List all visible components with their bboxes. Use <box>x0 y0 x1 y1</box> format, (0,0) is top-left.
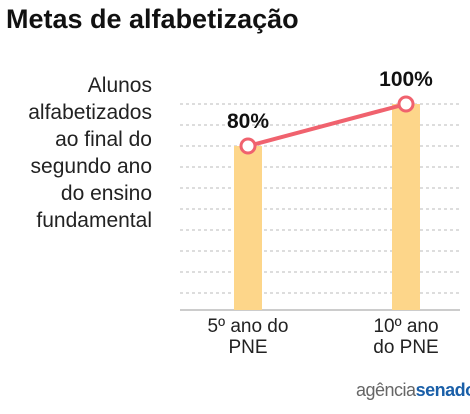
y-axis-label-line: fundamental <box>36 209 152 232</box>
x-tick-label: 5º ano do PNE <box>207 316 289 358</box>
y-axis-label-line: alfabetizados <box>28 101 152 124</box>
bar <box>234 146 262 310</box>
y-axis-label: Alunos alfabetizados ao final do segundo an… <box>0 72 152 234</box>
x-tick-label: 10º ano do PNE <box>373 316 439 358</box>
line <box>247 102 407 148</box>
logo-text: agência <box>356 380 416 400</box>
value-label: 100% <box>379 68 433 91</box>
logo-text: senado <box>415 380 470 400</box>
point <box>239 137 257 155</box>
y-axis-label-line: Alunos <box>87 74 152 97</box>
chart-title: Metas de alfabetização <box>6 4 299 34</box>
y-axis-label-line: ao final do <box>55 128 152 151</box>
point <box>397 95 415 113</box>
bar <box>392 104 420 310</box>
y-axis-label-line: do ensino <box>60 182 152 205</box>
y-axis-label-line: segundo ano <box>30 155 152 178</box>
value-label: 80% <box>226 110 270 133</box>
logo: agênciasenado <box>356 380 470 401</box>
